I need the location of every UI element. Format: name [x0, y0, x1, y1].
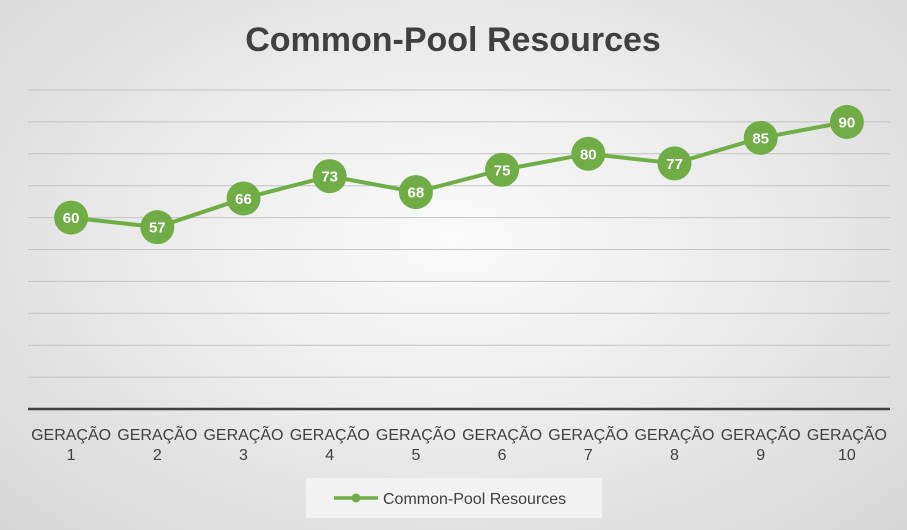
data-label: 85 — [752, 130, 769, 147]
x-tick-label: GERAÇÃO 9 — [721, 424, 801, 464]
data-label: 73 — [321, 169, 338, 186]
data-point[interactable] — [485, 152, 520, 187]
x-tick-label: GERAÇÃO 7 — [548, 424, 628, 464]
data-label: 77 — [666, 156, 683, 173]
data-label: 75 — [494, 162, 511, 179]
x-tick-label-line: GERAÇÃO — [290, 424, 370, 444]
x-tick-label-line: GERAÇÃO — [807, 424, 887, 444]
series-line — [69, 119, 849, 230]
series-lines — [69, 119, 849, 230]
x-tick-label: GERAÇÃO 8 — [634, 424, 714, 464]
data-label: 68 — [408, 185, 425, 202]
data-point[interactable] — [829, 104, 864, 139]
x-tick-label: GERAÇÃO 1 — [31, 424, 111, 464]
x-tick-label: GERAÇÃO 4 — [290, 424, 370, 464]
data-point[interactable] — [571, 136, 606, 171]
x-axis: GERAÇÃO 1 GERAÇÃO 2 GERAÇÃO 3 GERAÇÃO 4 GERAÇÃO 5… — [28, 407, 890, 464]
data-label: 90 — [839, 114, 856, 131]
x-tick-label-line: 3 — [239, 447, 248, 464]
x-tick-label: GERAÇÃO 5 — [376, 424, 456, 464]
x-tick-label-line: GERAÇÃO — [203, 424, 283, 444]
x-tick-label-line: 6 — [498, 447, 507, 464]
gridlines — [28, 89, 890, 378]
series-markers: 60 57 66 73 68 75 80 77 85 90 — [54, 104, 864, 245]
x-tick-label-line: 8 — [670, 447, 679, 464]
x-tick-label-line: 5 — [411, 447, 420, 464]
x-tick-label-line: GERAÇÃO — [31, 424, 111, 444]
chart-title: Common-Pool Resources — [245, 21, 661, 59]
data-point[interactable] — [226, 181, 261, 216]
x-tick-label: GERAÇÃO 2 — [117, 424, 197, 464]
data-label: 66 — [235, 191, 252, 208]
data-point[interactable] — [743, 120, 778, 155]
legend-item-label: Common-Pool Resources — [383, 491, 566, 508]
x-tick-label-line: GERAÇÃO — [548, 424, 628, 444]
data-point[interactable] — [398, 175, 433, 210]
x-tick-label-line: GERAÇÃO — [634, 424, 714, 444]
data-point[interactable] — [54, 200, 89, 235]
x-tick-label: GERAÇÃO 10 — [807, 424, 887, 464]
data-label: 57 — [149, 220, 166, 237]
x-tick-label-line: 9 — [756, 447, 765, 464]
x-tick-label-line: 4 — [325, 447, 334, 464]
data-label: 60 — [63, 210, 80, 227]
x-tick-label-line: 10 — [838, 447, 856, 464]
data-point[interactable] — [657, 146, 692, 181]
x-tick-label: GERAÇÃO 6 — [462, 424, 542, 464]
x-tick-label-line: 2 — [153, 447, 162, 464]
x-tick-label-line: 7 — [584, 447, 593, 464]
x-tick-label-line: 1 — [67, 447, 76, 464]
data-point[interactable] — [312, 159, 347, 194]
x-tick-label-line: GERAÇÃO — [376, 424, 456, 444]
legend[interactable]: Common-Pool Resources — [306, 478, 602, 518]
x-tick-label: GERAÇÃO 3 — [203, 424, 283, 464]
data-label: 80 — [580, 146, 597, 163]
x-tick-label-line: GERAÇÃO — [117, 424, 197, 444]
x-tick-label-line: GERAÇÃO — [721, 424, 801, 444]
x-tick-label-line: GERAÇÃO — [462, 424, 542, 444]
data-point[interactable] — [140, 210, 175, 245]
legend-marker-swatch — [351, 493, 361, 503]
